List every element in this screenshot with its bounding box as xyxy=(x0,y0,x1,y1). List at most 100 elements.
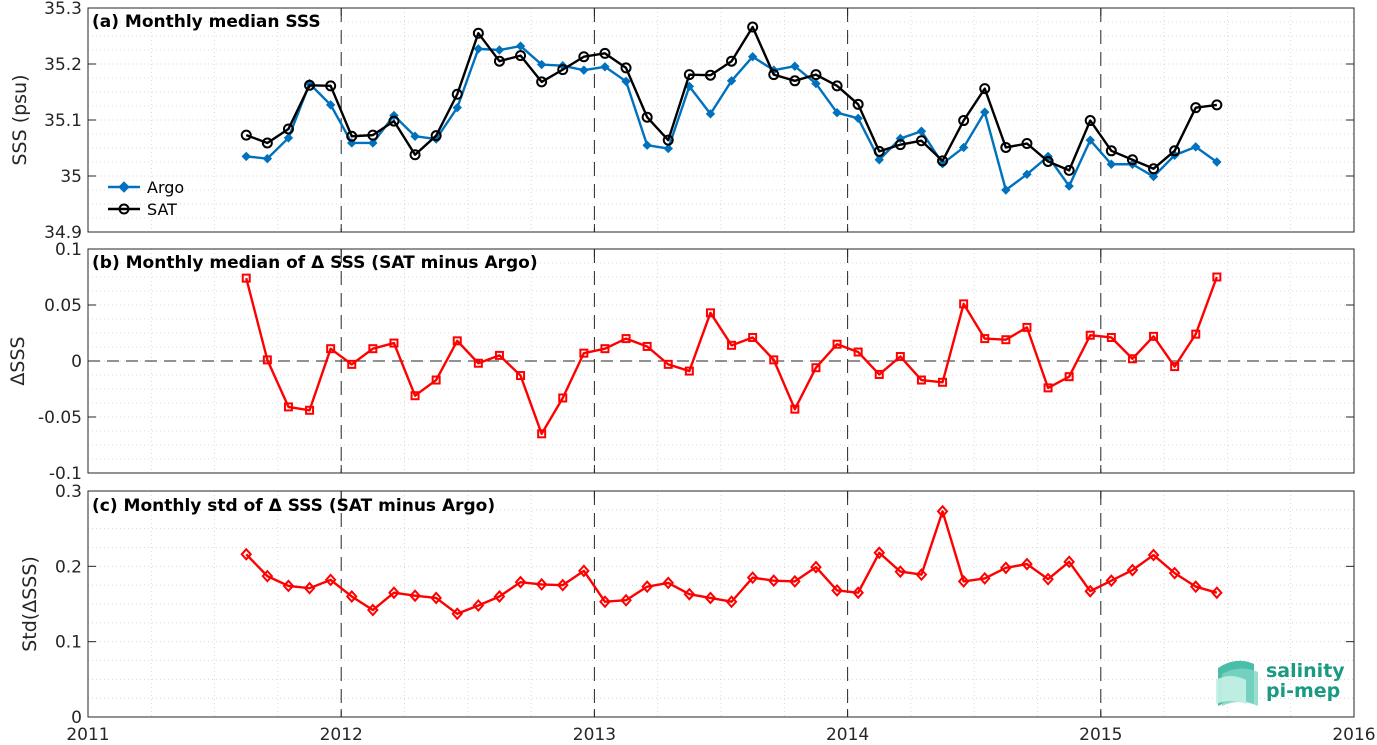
panel-c-y-ticks: 0 0.1 0.2 0.3 xyxy=(55,482,1355,728)
series-line xyxy=(245,276,1218,435)
legend-sat-marker xyxy=(118,203,130,215)
data-point xyxy=(662,576,675,590)
data-point xyxy=(1063,555,1075,569)
data-point xyxy=(704,69,716,81)
data-point xyxy=(325,100,336,110)
data-point xyxy=(1085,330,1095,340)
data-point xyxy=(831,80,843,92)
data-point xyxy=(367,129,379,141)
y-tick-label: 0 xyxy=(71,708,82,728)
y-tick-label: -0.1 xyxy=(49,464,82,484)
data-point xyxy=(748,332,758,342)
data-point xyxy=(810,560,822,574)
y-tick-label: 35 xyxy=(60,167,82,187)
data-point xyxy=(514,575,527,589)
data-point xyxy=(1191,329,1201,339)
data-point xyxy=(431,375,441,385)
data-point xyxy=(473,44,484,54)
x-axis-ticks: 2011 2012 2013 2014 2015 2016 xyxy=(66,725,1375,745)
data-point xyxy=(684,366,694,376)
data-point xyxy=(368,138,378,148)
panel-a-monthly-median-sss: 34.9 35 35.1 35.2 35.3 (a) Monthly median SS… xyxy=(9,0,1355,243)
data-point xyxy=(1126,563,1139,577)
data-point xyxy=(600,344,610,354)
y-tick-label: 0.05 xyxy=(44,296,82,316)
y-tick-label: 34.9 xyxy=(44,223,82,243)
data-point xyxy=(283,402,293,412)
logo-wave-icon xyxy=(1216,660,1258,706)
data-point xyxy=(262,355,272,365)
data-point xyxy=(282,123,294,135)
logo-text-salinity: salinity xyxy=(1266,660,1345,682)
x-tick-label: 2012 xyxy=(320,725,363,745)
data-point xyxy=(620,62,632,74)
data-point xyxy=(852,98,864,110)
data-point xyxy=(579,65,589,75)
panel-b-y-ticks: -0.1 -0.05 0 0.05 0.1 xyxy=(38,240,1355,484)
series-sat xyxy=(240,21,1223,176)
panel-c-y-axis-label: Std(ΔSSS) xyxy=(19,556,41,652)
data-point xyxy=(493,55,505,67)
data-point xyxy=(852,586,864,600)
data-point xyxy=(1211,586,1223,600)
data-point xyxy=(789,574,801,588)
data-point xyxy=(1001,335,1011,345)
data-point xyxy=(1000,141,1012,153)
x-tick-label: 2015 xyxy=(1079,725,1122,745)
data-point xyxy=(515,41,526,51)
data-point xyxy=(261,569,274,583)
panel-b-title: (b) Monthly median of Δ SSS (SAT minus A… xyxy=(92,253,538,273)
data-point xyxy=(1106,159,1117,169)
data-point xyxy=(578,51,590,63)
data-point xyxy=(1148,163,1160,175)
data-point xyxy=(831,583,843,597)
data-point xyxy=(389,338,399,348)
data-point xyxy=(472,27,484,39)
data-point xyxy=(936,504,949,518)
data-point xyxy=(641,580,653,594)
data-point xyxy=(853,347,863,357)
data-point xyxy=(451,88,463,100)
panel-a-y-axis-label: SSS (psu) xyxy=(9,74,31,165)
data-point xyxy=(958,115,970,127)
data-point xyxy=(1021,138,1033,150)
data-point xyxy=(410,131,420,141)
data-point xyxy=(556,578,569,592)
data-point xyxy=(599,47,611,59)
data-point xyxy=(937,155,949,167)
panel-c-frame xyxy=(87,490,1355,718)
data-point xyxy=(621,334,631,344)
data-point xyxy=(472,599,485,613)
logo-text-pi-mep: pi-mep xyxy=(1266,680,1340,702)
data-point xyxy=(1211,99,1223,111)
data-point xyxy=(1043,383,1053,393)
data-point xyxy=(810,69,822,81)
data-point xyxy=(1168,566,1181,580)
series-delta-sss xyxy=(241,272,1222,439)
data-point xyxy=(726,55,738,67)
data-point xyxy=(326,344,336,354)
data-point xyxy=(642,140,652,150)
data-point xyxy=(282,579,295,593)
data-point xyxy=(683,69,695,81)
data-point xyxy=(283,133,294,143)
data-point xyxy=(536,59,547,70)
data-point xyxy=(452,336,462,346)
y-tick-label: 35.3 xyxy=(44,0,82,19)
data-point xyxy=(959,299,969,309)
data-point xyxy=(262,153,273,164)
data-point xyxy=(916,375,926,385)
data-point xyxy=(705,109,716,119)
data-point xyxy=(832,108,842,118)
x-tick-label: 2014 xyxy=(826,725,869,745)
data-point xyxy=(769,355,779,365)
data-point xyxy=(1189,580,1202,594)
series-line xyxy=(245,25,1218,172)
data-point xyxy=(600,62,610,72)
data-point xyxy=(663,359,673,369)
data-point xyxy=(1064,372,1074,382)
x-tick-label: 2013 xyxy=(573,725,616,745)
salinity-pi-mep-logo: salinity pi-mep xyxy=(1216,660,1345,706)
data-point xyxy=(621,76,631,87)
data-point xyxy=(811,363,821,373)
